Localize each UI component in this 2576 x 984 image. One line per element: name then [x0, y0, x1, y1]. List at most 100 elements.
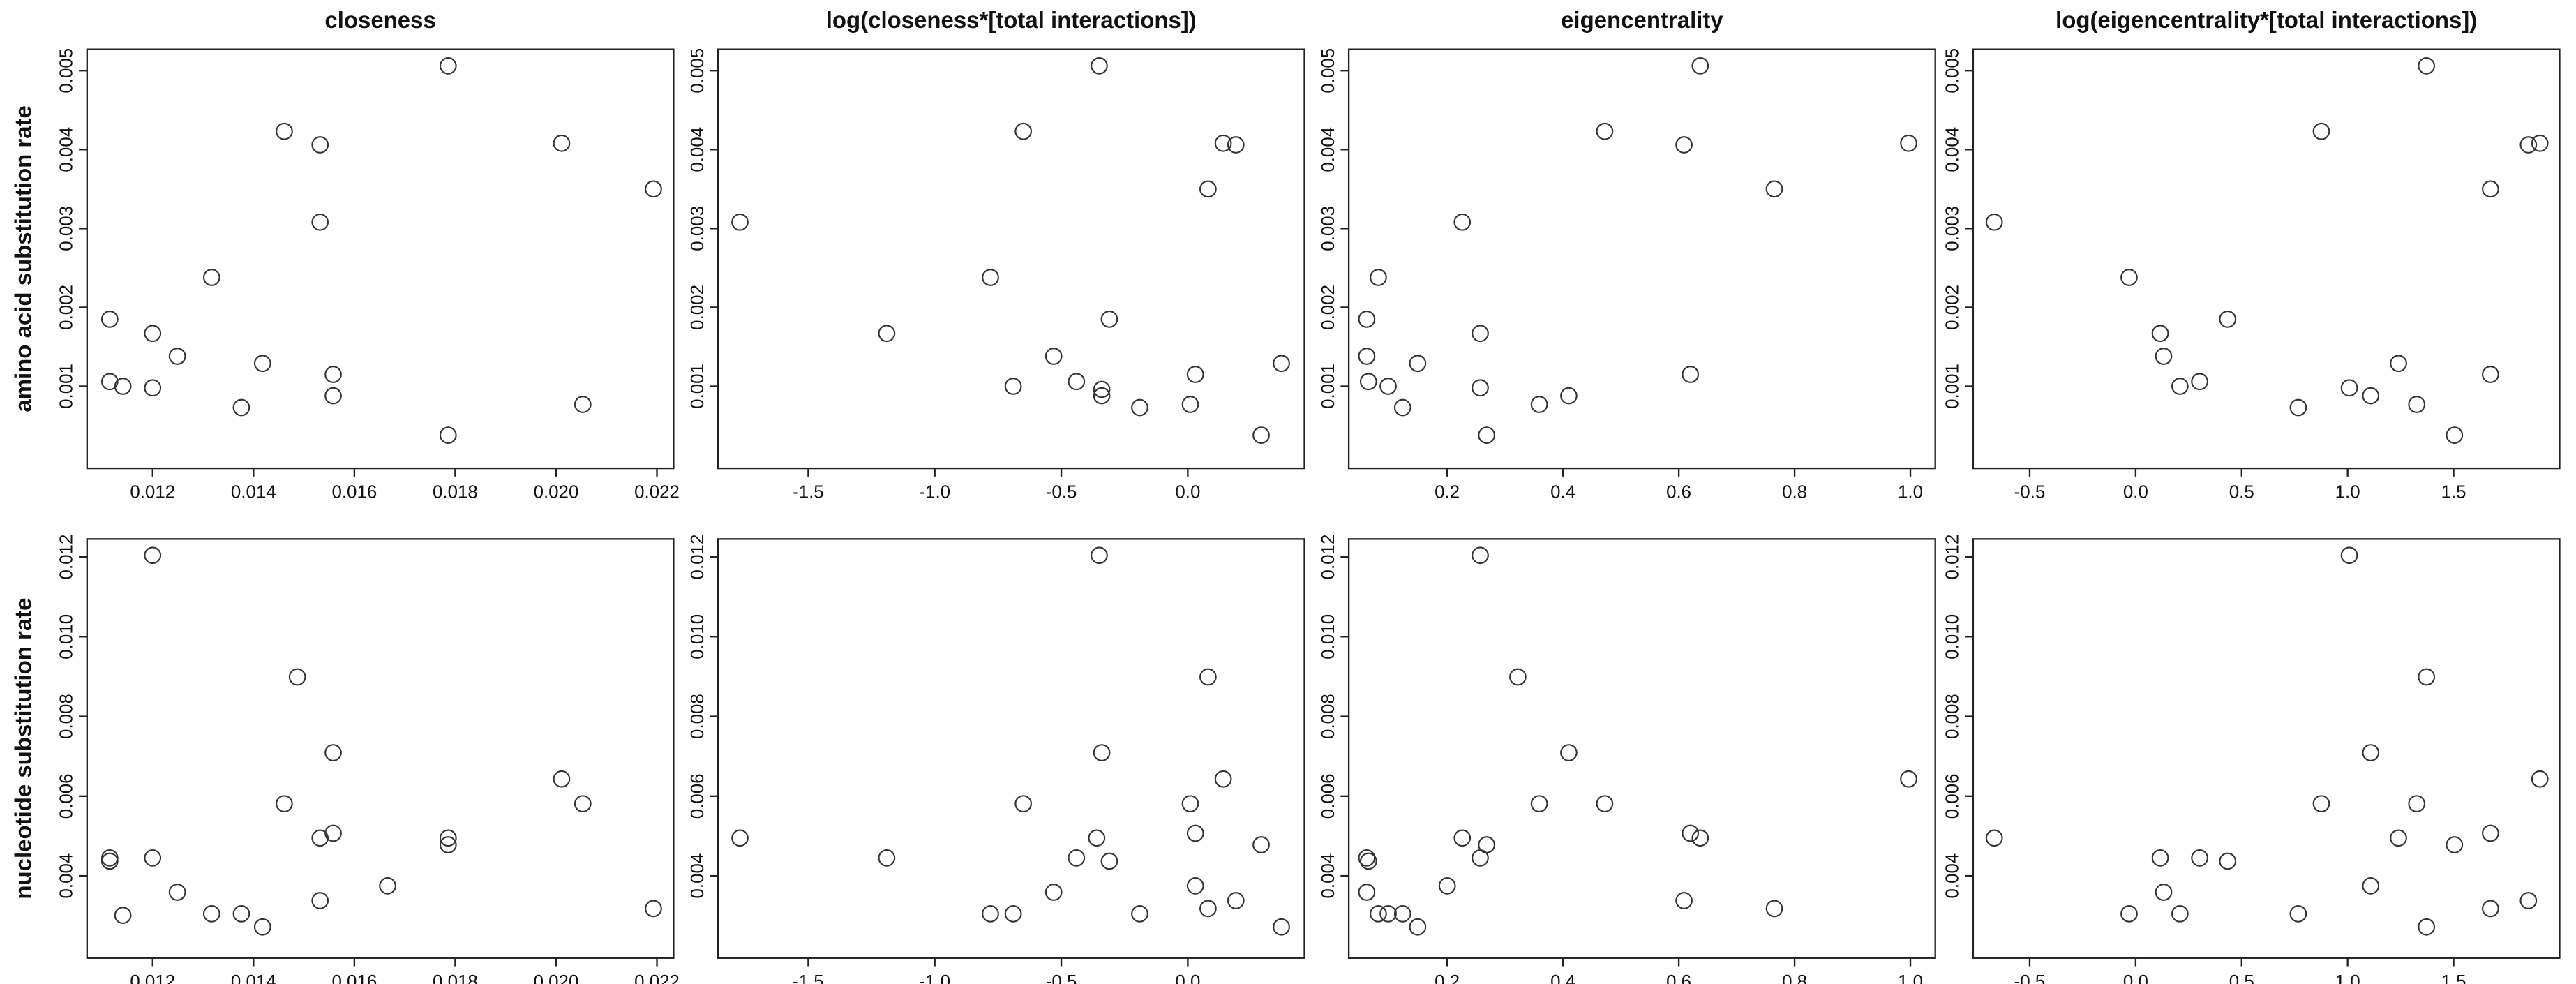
point [2155, 348, 2173, 365]
y-tick-label: 0.006 [1319, 773, 1338, 819]
point [1004, 904, 1022, 923]
point [2312, 795, 2330, 813]
point [202, 904, 220, 923]
y-tick-label: 0.004 [688, 853, 707, 899]
point [2519, 892, 2538, 909]
point [1675, 136, 1693, 154]
point [1530, 396, 1548, 413]
point [1091, 546, 1108, 565]
point [1358, 348, 1376, 365]
point [1358, 884, 1376, 901]
point [144, 546, 162, 565]
point [1675, 892, 1693, 909]
y-tick-label: 0.001 [688, 364, 707, 409]
x-tick-label: -0.5 [1046, 972, 1077, 984]
point [982, 269, 999, 286]
point [324, 387, 342, 405]
point [2482, 900, 2499, 918]
x-tick-label: 0.018 [433, 972, 478, 984]
point [2482, 180, 2499, 198]
point [1014, 795, 1033, 813]
y-tick-label: 0.012 [1943, 535, 1963, 580]
point [1252, 836, 1270, 853]
x-tick-label: -0.5 [2014, 972, 2046, 984]
x-tick-label: 0.014 [231, 482, 276, 502]
point [2191, 373, 2208, 391]
point [2519, 136, 2538, 154]
x-tick-label: 1.5 [2441, 972, 2466, 984]
point [1181, 795, 1199, 813]
y-tick-label: 0.005 [1319, 48, 1338, 94]
point [1131, 904, 1148, 923]
point [1093, 387, 1111, 405]
point [439, 836, 457, 853]
point [311, 136, 329, 154]
point [324, 744, 342, 761]
point [645, 900, 662, 918]
point [1409, 918, 1427, 936]
point [2362, 877, 2380, 895]
plot-frame [86, 48, 675, 470]
x-tick-label: -1.0 [919, 482, 950, 502]
y-tick-label: 0.005 [57, 48, 77, 94]
y-tick-label: 0.008 [688, 694, 707, 739]
plot-frame [717, 48, 1305, 470]
point [1379, 904, 1397, 923]
point [1560, 387, 1578, 405]
point [2362, 744, 2380, 761]
point [1359, 852, 1377, 870]
point [2312, 122, 2330, 140]
point [1472, 325, 1489, 343]
x-tick-label: -1.0 [919, 972, 950, 984]
y-tick-label: 0.012 [688, 535, 707, 580]
point [2219, 311, 2237, 328]
point [144, 379, 162, 397]
y-tick-label: 0.003 [1319, 206, 1338, 251]
point [1765, 180, 1783, 198]
x-tick-label: -0.5 [2014, 482, 2046, 502]
point [1478, 836, 1495, 853]
point [2120, 904, 2138, 923]
y-tick-label: 0.004 [1943, 127, 1963, 172]
point [553, 770, 571, 788]
point [1199, 668, 1217, 686]
point [574, 795, 592, 813]
x-tick-label: 0.8 [1782, 972, 1807, 984]
y-tick-label: 0.005 [688, 48, 707, 94]
point [2531, 770, 2549, 788]
point [1682, 824, 1700, 842]
point [2408, 396, 2426, 413]
point [276, 795, 293, 813]
point [1091, 57, 1108, 75]
point [2531, 134, 2549, 152]
y-tick-label: 0.002 [1943, 285, 1963, 330]
x-tick-label: 0.4 [1550, 482, 1575, 502]
y-tick-label: 0.006 [57, 773, 77, 819]
plot-frame [717, 538, 1305, 959]
point [253, 918, 271, 936]
point [276, 122, 293, 140]
y-tick-label: 0.004 [688, 127, 707, 172]
y-tick-label: 0.003 [1943, 206, 1963, 251]
point [2120, 269, 2138, 286]
x-tick-label: 0.012 [130, 972, 175, 984]
point [168, 884, 186, 901]
x-tick-label: 0.6 [1666, 972, 1691, 984]
point [2171, 378, 2189, 395]
point [144, 849, 162, 867]
y-tick-label: 0.010 [1319, 614, 1338, 659]
point [2362, 387, 2380, 405]
y-axis-label: nucleotide substitution rate [10, 598, 36, 900]
y-tick-label: 0.001 [57, 364, 77, 409]
x-tick-label: 0.6 [1666, 482, 1691, 502]
point [1186, 824, 1204, 842]
point [253, 355, 271, 373]
point [1214, 134, 1232, 152]
point [2151, 849, 2169, 867]
point [2446, 836, 2464, 853]
y-tick-label: 0.005 [1943, 48, 1963, 94]
point [1765, 900, 1783, 918]
point [1004, 378, 1022, 395]
plot-frame [86, 538, 675, 959]
